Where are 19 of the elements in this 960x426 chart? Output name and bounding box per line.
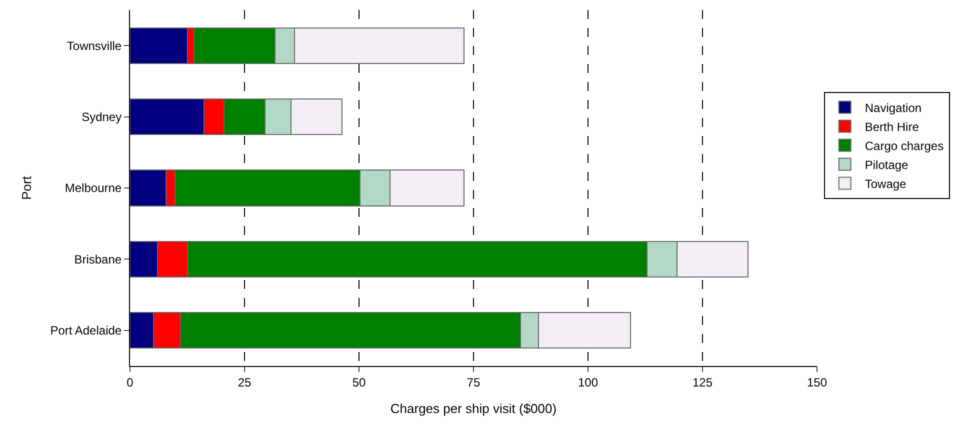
- legend-label: Pilotage: [864, 158, 909, 172]
- legend-label: Navigation: [864, 100, 922, 115]
- x-tick-label: 125: [692, 375, 713, 390]
- y-axis-title: Port: [19, 176, 34, 200]
- x-tick-label: 0: [126, 375, 134, 390]
- legend-label: Berth Hire: [864, 120, 920, 134]
- x-tick-label: 50: [352, 375, 366, 390]
- x-tick-label: 25: [238, 375, 252, 390]
- legend-label: Cargo charges: [864, 138, 944, 153]
- x-axis-title: Charges per ship visit ($000): [390, 401, 557, 416]
- y-tick-label: Brisbane: [74, 252, 122, 266]
- x-tick-label: 75: [466, 375, 480, 390]
- legend-label: Towage: [864, 176, 907, 191]
- y-tick-label: Sydney: [82, 110, 122, 124]
- x-tick-label: 150: [806, 375, 828, 390]
- x-tick-label: 100: [578, 375, 598, 390]
- y-tick-label: Townsville: [66, 38, 122, 53]
- y-tick-label: Melbourne: [64, 181, 122, 196]
- y-tick-label: Port Adelaide: [50, 324, 122, 338]
